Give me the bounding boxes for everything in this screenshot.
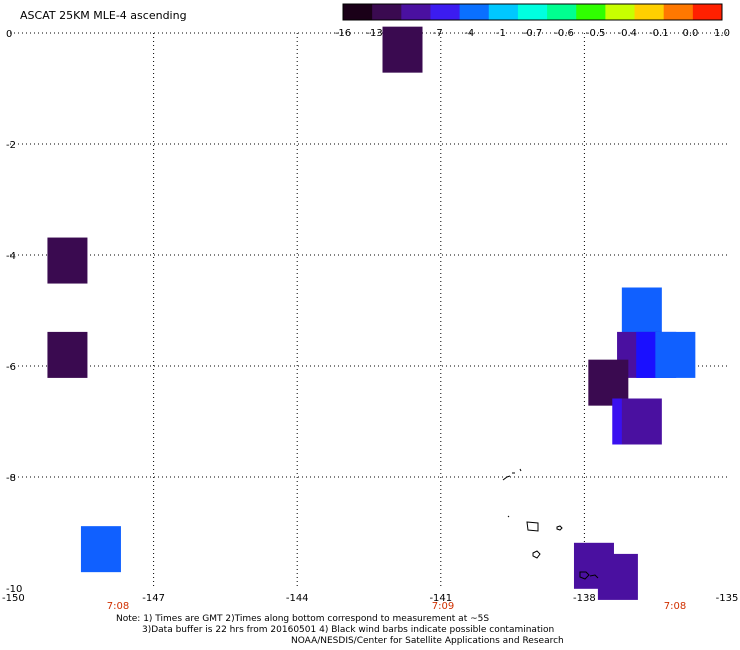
y-tick-label: -2 (6, 140, 16, 151)
wind-cell (597, 553, 638, 600)
time-label: 7:08 (107, 601, 129, 612)
x-tick-label: -138 (573, 593, 596, 604)
colorbar-swatch (430, 4, 461, 20)
colorbar-swatch (663, 4, 694, 20)
island-outline (526, 521, 539, 532)
axis-labels: 0 -2 -4 -6 -8 -10-150 -147 -144 -141 -138 -135 7:08… (2, 29, 738, 612)
island-outline (502, 475, 511, 481)
time-label: 7:08 (664, 601, 686, 612)
colorbar-swatch (372, 4, 402, 20)
colorbar-label: -7 (433, 28, 443, 39)
island-outline (507, 515, 510, 518)
colorbar-label: -4 (464, 28, 474, 39)
island-outline (519, 468, 522, 472)
map-title: ASCAT 25KM MLE-4 ascending (20, 9, 187, 22)
x-tick-label: -135 (716, 593, 739, 604)
x-tick-label: -147 (142, 593, 165, 604)
x-tick-label: -141 (429, 593, 452, 604)
colorbar-swatch (459, 4, 490, 20)
colorbar-label: -0.6 (554, 28, 574, 39)
colorbar-label: -0.7 (523, 28, 543, 39)
y-tick-label: 0 (6, 29, 12, 40)
wind-cell (621, 287, 662, 334)
colorbar-swatch (517, 4, 548, 20)
colorbar-swatch (488, 4, 519, 20)
wind-cell (655, 331, 696, 378)
wind-cell (588, 359, 629, 406)
note-line-3: NOAA/NESDIS/Center for Satellite Applica… (291, 636, 564, 646)
y-tick-label: -8 (6, 473, 16, 484)
island-outline (532, 550, 541, 559)
x-tick-label: -150 (2, 593, 25, 604)
wind-cell (80, 526, 121, 573)
note-line-2: 3)Data buffer is 22 hrs from 20160501 4)… (142, 625, 555, 635)
islands (502, 468, 599, 580)
colorbar-swatch (634, 4, 665, 20)
colorbar-swatch (401, 4, 431, 20)
wind-cell (621, 398, 662, 445)
colorbar-label: -1 (496, 28, 506, 39)
wind-cell (382, 26, 423, 73)
colorbar-swatch (692, 4, 723, 20)
wind-cell (47, 237, 88, 284)
note-line-1: Note: 1) Times are GMT 2)Times along bot… (116, 614, 490, 624)
colorbar-swatch (576, 4, 606, 20)
x-tick-label: -144 (286, 593, 309, 604)
wind-cells (47, 26, 696, 600)
gridlines (10, 32, 728, 588)
y-tick-label: -10 (6, 584, 22, 595)
wind-cell (47, 331, 88, 378)
island-outline (556, 525, 563, 531)
colorbar-swatch (605, 4, 636, 20)
island-outline (589, 574, 599, 579)
colorbar-frame (342, 3, 723, 21)
colorbar-label: -0.4 (617, 28, 637, 39)
time-label: 7:09 (432, 601, 454, 612)
island-outline (579, 571, 590, 580)
y-tick-label: -6 (6, 362, 16, 373)
y-tick-label: -4 (6, 251, 16, 262)
colorbar-label: -0.5 (586, 28, 606, 39)
colorbar-swatch (343, 4, 373, 20)
colorbar-swatch (547, 4, 577, 20)
